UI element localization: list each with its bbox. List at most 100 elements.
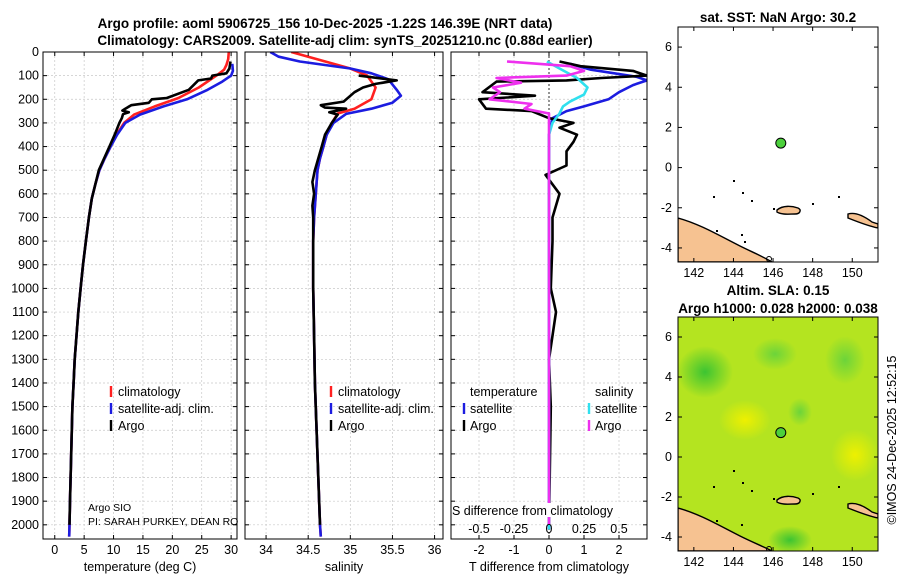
sla-map-high-anomaly <box>719 400 771 440</box>
sst-map-title: sat. SST: NaN Argo: 30.2 <box>700 10 856 25</box>
x-tick-label: 34.5 <box>296 543 320 557</box>
x-tick-label: 34 <box>259 543 273 557</box>
depth-tick-label: 500 <box>18 163 39 177</box>
series-line-satellite-adj-clim- <box>67 63 235 537</box>
x-tick-label: 1 <box>581 543 588 557</box>
map-lat-tick-label: -2 <box>661 201 672 215</box>
x-tick-label: 5 <box>81 543 88 557</box>
x-tick-label: 25 <box>195 543 209 557</box>
map-lat-tick-label: 2 <box>665 120 672 134</box>
map-lat-tick-label: -4 <box>661 530 672 544</box>
sla-map-low-anomaly-center <box>788 398 812 426</box>
x-tick-label: -2 <box>473 543 484 557</box>
legend-label-satellite-clim: satellite-adj. clim. <box>118 402 214 416</box>
legend-label-temp-satellite: satellite <box>470 402 512 416</box>
sla-map-new-guinea-coast <box>678 507 773 551</box>
sst-map-content <box>678 27 878 262</box>
salinity-panel: 34 34.5 35 35.5 36 salinity climatology sate… <box>244 51 444 574</box>
salinity-difference-ticks: -0.5 -0.25 0 0.25 0.5 <box>468 522 628 536</box>
sst-map-axes-box <box>677 26 879 263</box>
sla-map-ticks: 142 144 146 148 150 -4 -2 0 2 4 6 <box>661 317 878 569</box>
x-tick-label: 15 <box>136 543 150 557</box>
temperature-series <box>67 52 235 537</box>
difference-xlabel: T difference from climatology <box>469 560 630 574</box>
salinity-difference-tick-label: -0.25 <box>500 522 529 536</box>
legend-label-argo: Argo <box>338 419 364 433</box>
sst-map-ticks: 142 144 146 148 150 -4 -2 0 2 4 6 <box>661 27 878 280</box>
sla-map-low-anomaly-east <box>825 336 865 384</box>
sla-map-low-anomaly <box>678 346 733 398</box>
sla-map-panel: Altim. SLA: 0.15 Argo h1000: 0.028 h2000… <box>661 283 879 569</box>
series-line-salinity-argo <box>488 60 586 525</box>
series-line-temperature-argo <box>477 60 647 525</box>
map-lat-tick-label: 4 <box>665 370 672 384</box>
map-lat-tick-label: 0 <box>665 450 672 464</box>
sla-map-axes-box <box>677 316 879 552</box>
depth-tick-label: 1600 <box>11 423 39 437</box>
map-lon-tick-label: 142 <box>683 266 704 280</box>
map-lon-tick-label: 144 <box>723 266 744 280</box>
inner-label-bg <box>452 503 646 517</box>
depth-tick-label: 1700 <box>11 447 39 461</box>
map-lat-tick-label: 6 <box>665 330 672 344</box>
map-lon-tick-label: 150 <box>842 266 863 280</box>
difference-legend: temperature salinity satellite Argo sate… <box>462 385 637 433</box>
salinity-difference-label: S difference from climatology <box>452 504 614 518</box>
depth-tick-label: 300 <box>18 116 39 130</box>
x-tick-label: 35 <box>343 543 357 557</box>
difference-ticks: -2 -1 0 1 2 <box>451 51 647 557</box>
series-line-argo <box>68 61 232 525</box>
series-line-satellite-adj-clim- <box>269 52 403 537</box>
timestamp: ©IMOS 24-Dec-2025 12:52:15 <box>885 355 899 524</box>
salinity-series <box>269 52 403 537</box>
sla-map-low-anomaly-south <box>768 526 812 551</box>
legend-label-temp-argo: Argo <box>470 419 496 433</box>
sst-map-new-ireland <box>847 212 878 229</box>
sla-map-title-line2: Argo h1000: 0.028 h2000: 0.038 <box>678 301 878 316</box>
series-line-climatology <box>67 52 231 537</box>
depth-tick-label: 1900 <box>11 494 39 508</box>
argo-institution: Argo SIO <box>88 502 131 514</box>
sla-map-high-anomaly-east <box>831 429 878 481</box>
depth-tick-label: 1500 <box>11 400 39 414</box>
temperature-grid <box>43 51 237 539</box>
map-lon-tick-label: 142 <box>683 555 704 569</box>
depth-tick-label: 700 <box>18 210 39 224</box>
map-lat-tick-label: -2 <box>661 490 672 504</box>
sst-map-argo-float-marker <box>775 137 787 149</box>
salinity-axes-box <box>244 51 444 540</box>
difference-panel: -2 -1 0 1 2 T difference from climatology S … <box>450 51 648 574</box>
temperature-axes-box <box>42 51 238 540</box>
depth-tick-label: 900 <box>18 258 39 272</box>
sst-map-islets <box>713 180 840 243</box>
x-tick-label: 0 <box>51 543 58 557</box>
salinity-xlabel: salinity <box>325 560 364 574</box>
depth-tick-label: 1400 <box>11 376 39 390</box>
x-tick-label: 35.5 <box>380 543 404 557</box>
depth-tick-label: 1200 <box>11 329 39 343</box>
depth-tick-label: 2000 <box>11 518 39 532</box>
legend-label-sal-argo: Argo <box>595 419 621 433</box>
temperature-legend: climatology satellite-adj. clim. Argo <box>109 385 214 433</box>
argo-pi: PI: SARAH PURKEY, DEAN RO <box>88 516 238 528</box>
x-tick-label: 2 <box>616 543 623 557</box>
map-lat-tick-label: -4 <box>661 241 672 255</box>
series-line-argo <box>311 74 399 525</box>
depth-tick-label: 1100 <box>12 305 39 319</box>
map-lat-tick-label: 4 <box>665 80 672 94</box>
depth-tick-label: 400 <box>18 140 39 154</box>
sla-map-title-line1: Altim. SLA: 0.15 <box>727 283 830 298</box>
depth-tick-label: 200 <box>18 92 39 106</box>
salinity-difference-tick-label: 0 <box>546 522 553 536</box>
sst-map-manus-island <box>776 205 801 215</box>
depth-tick-label: 600 <box>18 187 39 201</box>
depth-tick-label: 1800 <box>11 471 39 485</box>
legend-title-salinity: salinity <box>595 385 634 399</box>
sla-map-argo-float-marker <box>775 427 787 439</box>
salinity-grid <box>245 51 443 539</box>
figure-title-line2: Climatology: CARS2009. Satellite-adj cli… <box>97 33 592 48</box>
salinity-difference-tick-label: 0.25 <box>572 522 596 536</box>
legend-label-sal-satellite: satellite <box>595 402 637 416</box>
sst-map-panel: sat. SST: NaN Argo: 30.2 142 144 146 148 150… <box>661 10 879 280</box>
